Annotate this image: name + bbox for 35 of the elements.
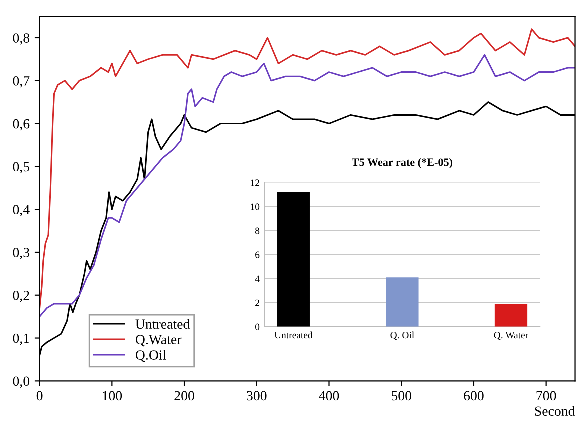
legend-label: Untreated xyxy=(136,319,190,330)
y-tick-label: 4 xyxy=(255,276,260,282)
y-tick-label: 0,0 xyxy=(13,376,30,388)
y-tick-label: 8 xyxy=(255,228,260,234)
y-tick-label: 2 xyxy=(256,300,260,306)
x-tick-label: 700 xyxy=(536,391,556,401)
chart-title: T5 Wear rate (*E-05) xyxy=(352,158,453,168)
x-tick-label: Untreated xyxy=(274,332,313,339)
x-tick-label: Q. Oil xyxy=(390,332,414,340)
x-axis-title: Second xyxy=(535,406,576,416)
x-tick-label: 0 xyxy=(36,391,43,401)
y-tick-label: 0,5 xyxy=(13,162,30,174)
y-tick-label: 0,3 xyxy=(13,248,30,260)
x-tick-label: 600 xyxy=(464,391,484,401)
bar xyxy=(277,192,310,327)
y-tick-label: 0,1 xyxy=(13,334,30,346)
legend-label: Q.Oil xyxy=(136,350,166,362)
y-tick-label: 12 xyxy=(251,180,260,186)
y-tick-label: 0,4 xyxy=(13,205,30,217)
y-tick-label: 6 xyxy=(256,252,260,258)
x-tick-label: 100 xyxy=(102,391,122,401)
y-tick-label: 0,2 xyxy=(13,290,30,302)
y-tick-label: 0 xyxy=(255,324,260,330)
x-tick-label: Q. Water xyxy=(494,332,528,340)
x-tick-label: 500 xyxy=(392,391,412,401)
y-tick-label: 10 xyxy=(251,204,260,210)
y-tick-label: 0,7 xyxy=(13,76,30,88)
y-tick-label: 0,8 xyxy=(13,34,30,45)
x-tick-label: 400 xyxy=(319,391,340,401)
x-tick-label: 300 xyxy=(247,391,267,401)
x-tick-label: 200 xyxy=(174,391,194,401)
bar xyxy=(386,278,419,327)
bar xyxy=(494,304,528,327)
legend-label: Q.Water xyxy=(136,335,182,347)
y-tick-label: 0,6 xyxy=(13,119,30,131)
